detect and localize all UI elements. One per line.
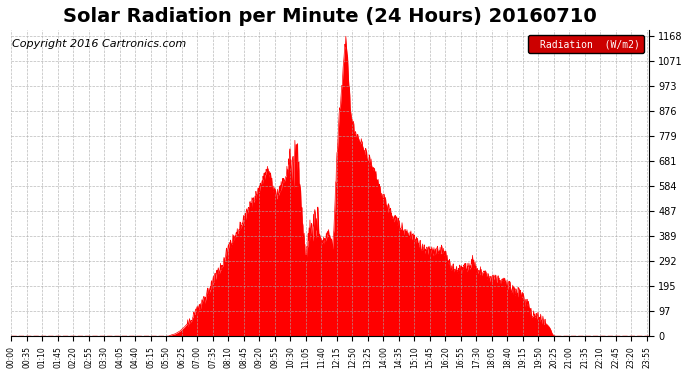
Legend: Radiation  (W/m2): Radiation (W/m2) — [529, 35, 644, 53]
Text: Copyright 2016 Cartronics.com: Copyright 2016 Cartronics.com — [12, 39, 186, 50]
Title: Solar Radiation per Minute (24 Hours) 20160710: Solar Radiation per Minute (24 Hours) 20… — [63, 7, 597, 26]
